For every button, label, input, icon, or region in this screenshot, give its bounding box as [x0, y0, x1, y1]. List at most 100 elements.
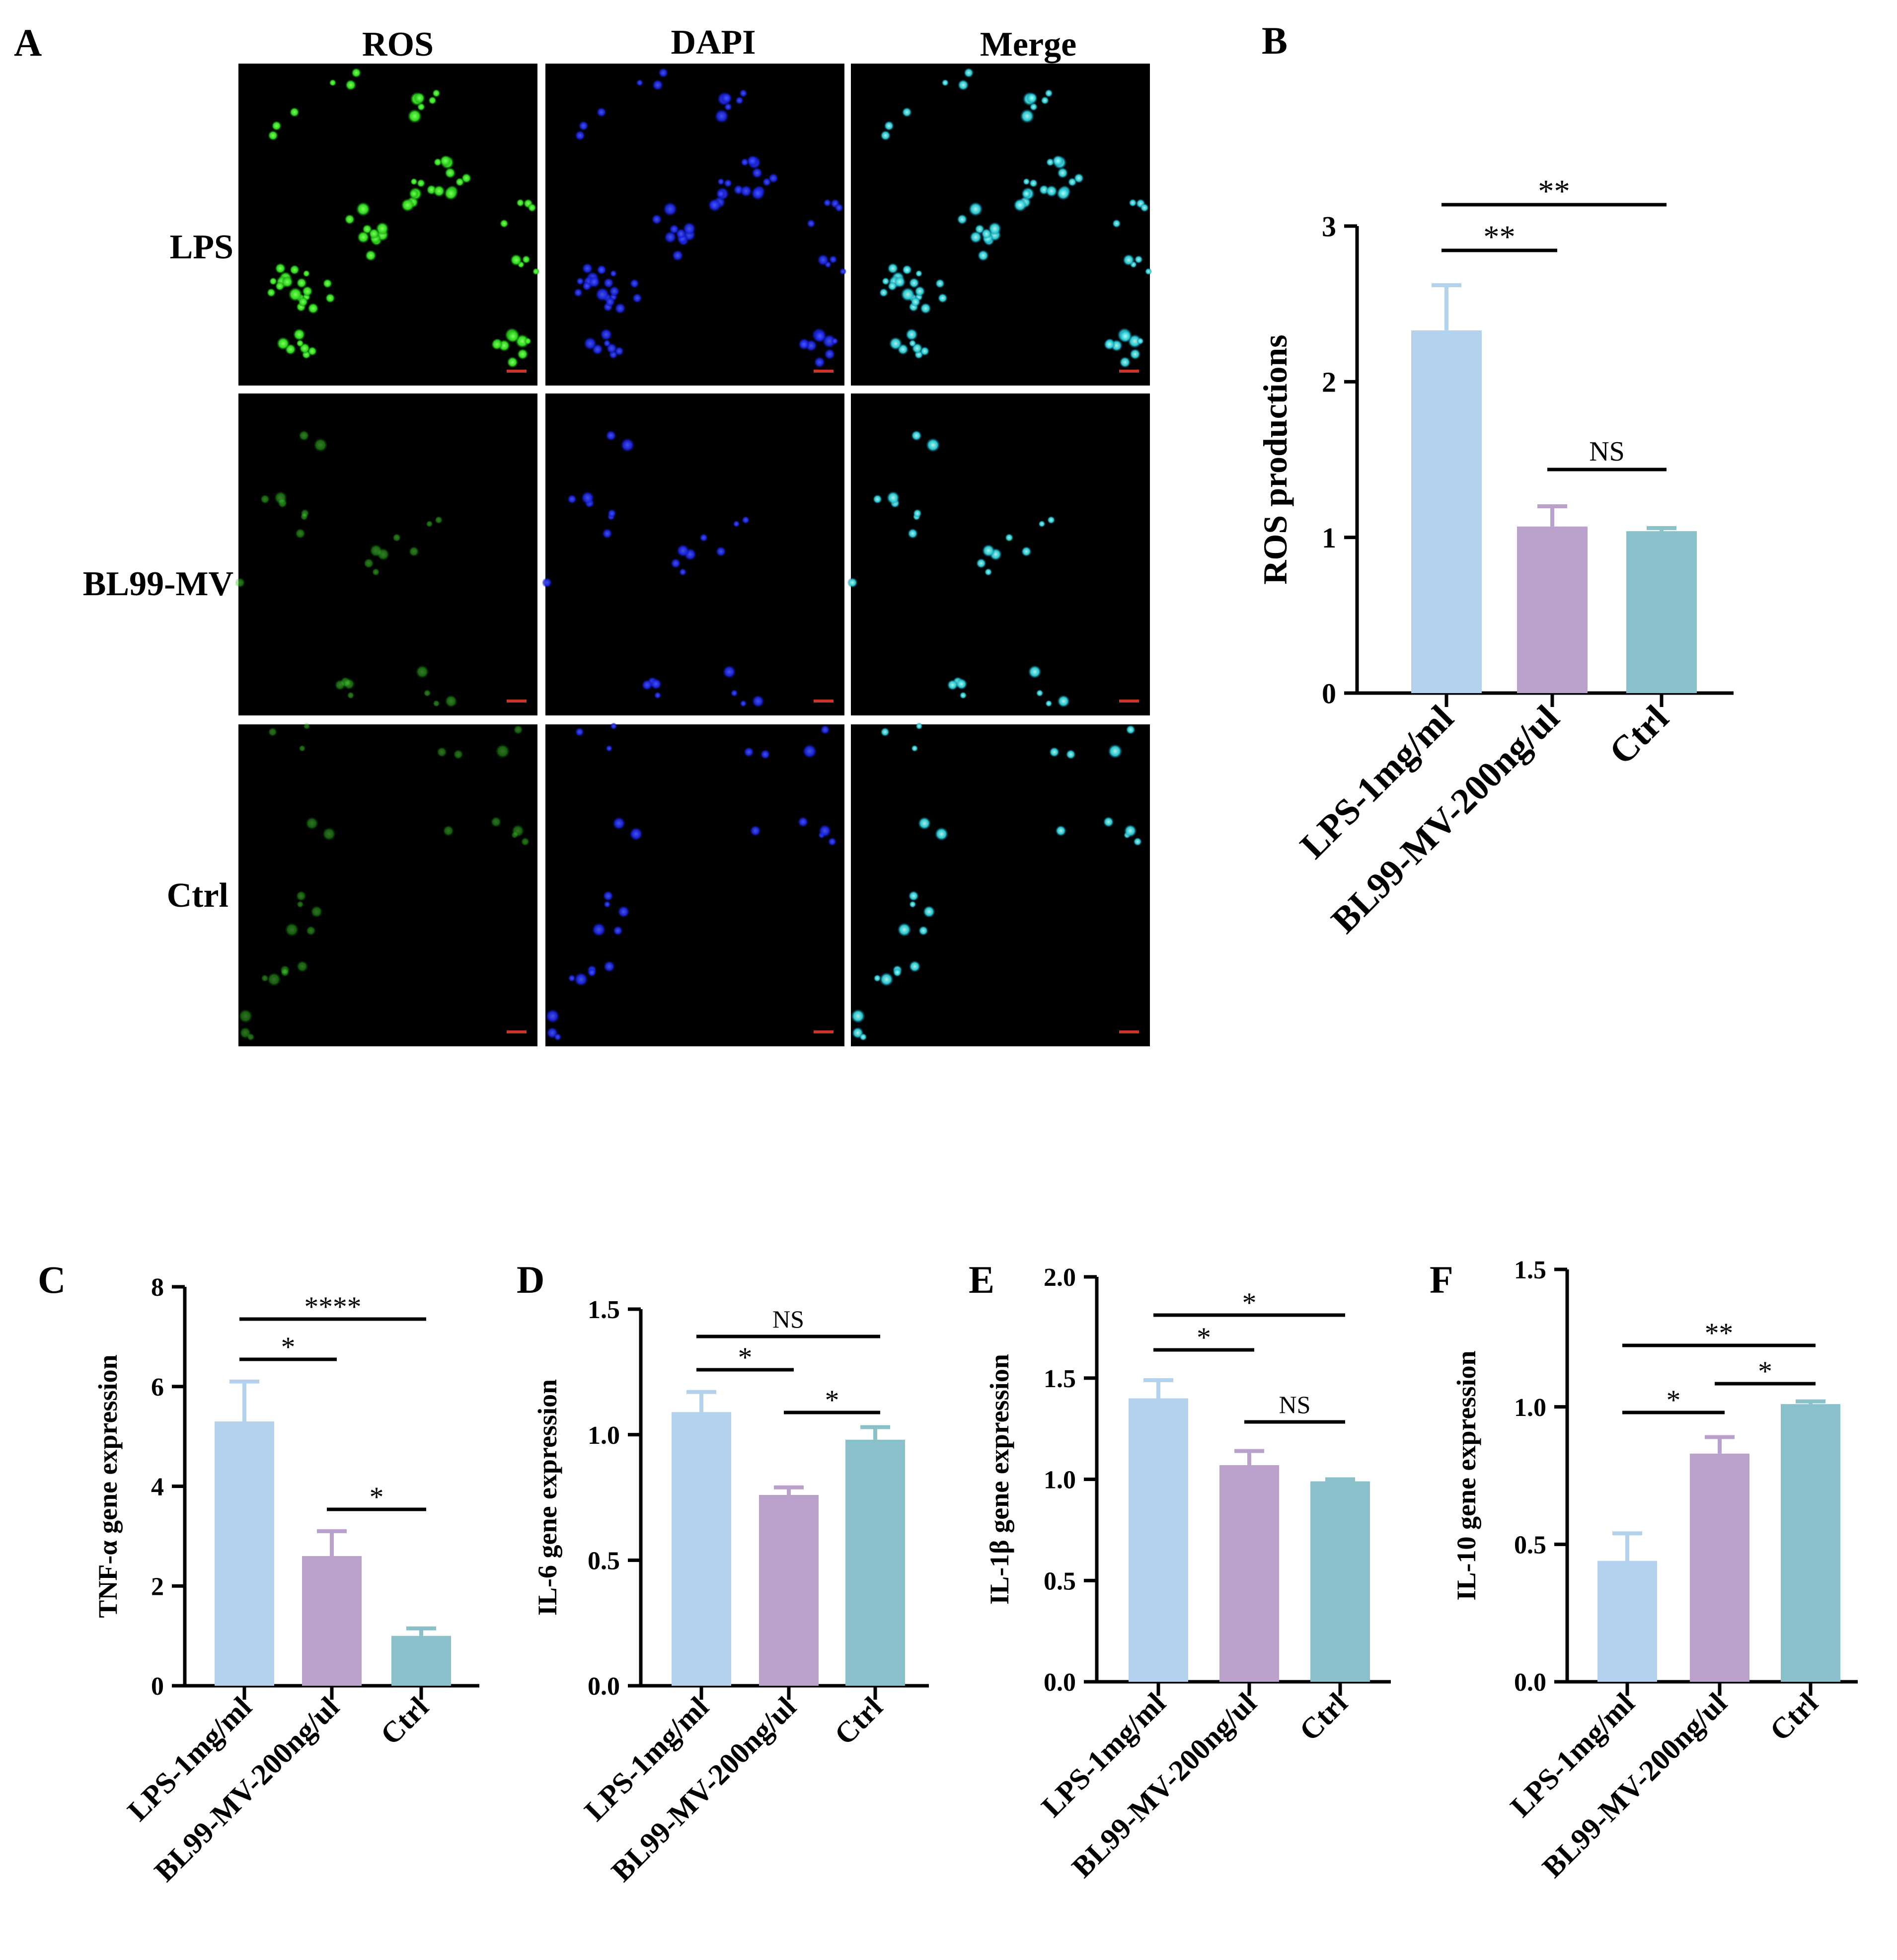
y-axis-label: IL-10 gene expression — [1451, 1350, 1481, 1600]
error-bar-3 — [1647, 526, 1676, 532]
bar-3 — [391, 1636, 451, 1686]
category-label-2: BL99-MV-200ng/ul — [1536, 1687, 1733, 1884]
panel-a-micrographs: A ROS DAPI Merge LPS BL99-MV Ctrl — [14, 21, 1152, 1046]
y-tick-label: 1.0 — [1044, 1466, 1076, 1494]
significance-label: ** — [1538, 173, 1570, 209]
chart-d: D0.00.51.01.5IL-6 gene expressionLPS-1mg… — [517, 1258, 929, 1888]
error-bar-1 — [1612, 1531, 1642, 1561]
column-header-merge: Merge — [980, 25, 1076, 64]
category-label-3: Ctrl — [828, 1691, 889, 1751]
category-label-3: Ctrl — [1763, 1687, 1824, 1747]
significance-label: * — [1197, 1322, 1211, 1353]
significance-label: * — [738, 1342, 753, 1373]
y-tick-label: 4 — [151, 1473, 164, 1501]
significance-label: * — [281, 1332, 296, 1363]
y-tick-label: 2.0 — [1044, 1263, 1076, 1292]
y-tick-label: 3 — [1322, 210, 1336, 242]
micrograph-bl99-mv-dapi — [541, 393, 844, 715]
y-tick-label: 1 — [1322, 522, 1336, 554]
panel-f-letter: F — [1430, 1258, 1453, 1301]
significance-label: NS — [1279, 1391, 1311, 1418]
bar-2 — [1517, 526, 1588, 693]
error-bar-2 — [1705, 1435, 1735, 1454]
row-header-ctrl: Ctrl — [167, 876, 228, 915]
significance-label: * — [370, 1482, 384, 1513]
panel-b-letter: B — [1262, 19, 1288, 62]
micrograph-ctrl-ros — [238, 722, 537, 1046]
category-label-3: Ctrl — [374, 1691, 435, 1751]
bar-3 — [845, 1439, 905, 1686]
y-tick-label: 1.0 — [1514, 1394, 1546, 1422]
error-bar-3 — [1796, 1399, 1825, 1405]
y-tick-label: 2 — [1322, 366, 1336, 398]
y-tick-label: 0 — [1322, 677, 1336, 709]
bar-1 — [1597, 1561, 1657, 1682]
bar-1 — [215, 1421, 274, 1686]
significance-label: ** — [1705, 1318, 1734, 1349]
bar-3 — [1781, 1404, 1840, 1682]
panel-c-letter: C — [38, 1258, 66, 1301]
bar-1 — [672, 1412, 731, 1686]
y-tick-label: 0.0 — [588, 1672, 620, 1701]
significance-label: * — [825, 1385, 839, 1416]
error-bar-2 — [1537, 504, 1567, 527]
chart-f: F0.00.51.01.5IL-10 gene expressionLPS-1m… — [1430, 1256, 1858, 1884]
y-tick-label: 1.5 — [1044, 1365, 1076, 1393]
error-bar-3 — [860, 1425, 890, 1440]
y-tick-label: 0.5 — [1514, 1531, 1546, 1560]
row-header-bl99-mv: BL99-MV — [83, 565, 233, 603]
column-header-ros: ROS — [362, 25, 434, 64]
category-label-3: Ctrl — [1293, 1687, 1354, 1747]
y-axis-label: IL-6 gene expression — [532, 1379, 562, 1616]
bar-1 — [1129, 1398, 1188, 1682]
panel-a-letter: A — [14, 21, 42, 64]
error-bar-1 — [686, 1390, 716, 1412]
error-bar-2 — [1234, 1449, 1264, 1465]
significance-label: NS — [772, 1305, 804, 1333]
micrograph-lps-merge — [851, 64, 1152, 386]
chart-e: E0.00.51.01.52.0IL-1β gene expressionLPS… — [969, 1258, 1391, 1884]
y-axis-label: TNF-α gene expression — [93, 1354, 123, 1618]
significance-label: ** — [1483, 219, 1515, 254]
micrograph-ctrl-dapi — [545, 722, 844, 1046]
micrograph-lps-dapi — [545, 64, 847, 386]
error-bar-1 — [229, 1379, 259, 1422]
micrograph-lps-ros — [238, 64, 540, 386]
panel-e-letter: E — [969, 1258, 994, 1301]
y-tick-label: 8 — [151, 1273, 164, 1302]
error-bar-1 — [1143, 1378, 1173, 1399]
micrograph-bl99-mv-ros — [234, 393, 537, 715]
bar-2 — [759, 1494, 819, 1686]
bar-1 — [1411, 330, 1482, 693]
bar-2 — [1690, 1453, 1749, 1682]
column-header-dapi: DAPI — [671, 23, 756, 62]
y-tick-label: 0.0 — [1514, 1668, 1546, 1697]
micrograph-ctrl-merge — [850, 722, 1150, 1046]
row-header-lps: LPS — [170, 228, 233, 266]
y-tick-label: 1.5 — [588, 1296, 620, 1324]
bar-2 — [1219, 1465, 1279, 1682]
error-bar-1 — [1432, 283, 1461, 330]
significance-label: * — [1242, 1287, 1257, 1319]
bar-2 — [302, 1556, 362, 1686]
y-tick-label: 0 — [151, 1672, 164, 1701]
category-label-3: Ctrl — [1601, 698, 1676, 773]
y-tick-label: 1.5 — [1514, 1256, 1546, 1284]
error-bar-2 — [317, 1529, 347, 1557]
y-tick-label: 1.0 — [588, 1421, 620, 1450]
error-bar-3 — [1325, 1477, 1355, 1482]
error-bar-3 — [406, 1626, 436, 1636]
panel-d-letter: D — [517, 1258, 544, 1301]
significance-label: * — [1758, 1356, 1772, 1387]
significance-label: NS — [1589, 436, 1625, 467]
y-tick-label: 0.0 — [1044, 1668, 1076, 1697]
y-axis-label: ROS productions — [1256, 334, 1294, 584]
bar-3 — [1310, 1481, 1370, 1682]
y-tick-label: 0.5 — [1044, 1567, 1076, 1595]
y-tick-label: 0.5 — [588, 1547, 620, 1575]
y-tick-label: 6 — [151, 1373, 164, 1402]
micrograph-bl99-mv-merge — [847, 393, 1150, 715]
